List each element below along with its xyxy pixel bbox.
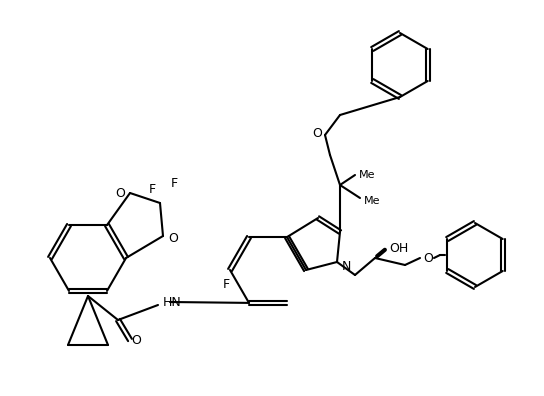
Text: OH: OH <box>389 242 408 255</box>
Text: Me: Me <box>364 196 380 206</box>
Text: O: O <box>131 333 141 346</box>
Text: HN: HN <box>163 295 182 308</box>
Text: O: O <box>312 126 322 139</box>
Text: Me: Me <box>359 170 375 180</box>
Text: O: O <box>115 187 125 200</box>
Text: F: F <box>149 183 156 196</box>
Text: N: N <box>342 261 351 274</box>
Text: F: F <box>170 177 177 190</box>
Text: O: O <box>423 251 433 265</box>
Text: O: O <box>168 232 178 244</box>
Text: F: F <box>222 278 230 291</box>
